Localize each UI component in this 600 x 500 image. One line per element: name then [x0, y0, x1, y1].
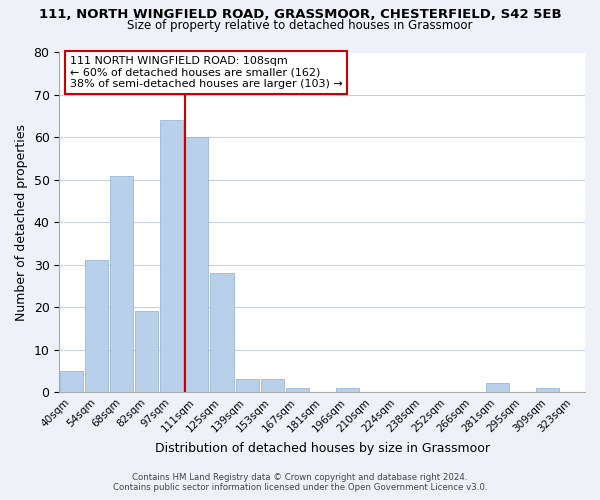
Text: Contains HM Land Registry data © Crown copyright and database right 2024.
Contai: Contains HM Land Registry data © Crown c…	[113, 473, 487, 492]
Bar	[85, 260, 109, 392]
Bar	[60, 370, 83, 392]
Text: 111 NORTH WINGFIELD ROAD: 108sqm
← 60% of detached houses are smaller (162)
38% : 111 NORTH WINGFIELD ROAD: 108sqm ← 60% o…	[70, 56, 343, 89]
X-axis label: Distribution of detached houses by size in Grassmoor: Distribution of detached houses by size …	[155, 442, 490, 455]
Bar	[211, 273, 233, 392]
Bar	[486, 384, 509, 392]
Bar	[536, 388, 559, 392]
Bar	[236, 379, 259, 392]
Text: Size of property relative to detached houses in Grassmoor: Size of property relative to detached ho…	[127, 19, 473, 32]
Text: 111, NORTH WINGFIELD ROAD, GRASSMOOR, CHESTERFIELD, S42 5EB: 111, NORTH WINGFIELD ROAD, GRASSMOOR, CH…	[38, 8, 562, 20]
Bar	[286, 388, 308, 392]
Bar	[110, 176, 133, 392]
Bar	[335, 388, 359, 392]
Bar	[136, 312, 158, 392]
Bar	[260, 379, 284, 392]
Bar	[185, 138, 208, 392]
Bar	[160, 120, 184, 392]
Y-axis label: Number of detached properties: Number of detached properties	[15, 124, 28, 320]
